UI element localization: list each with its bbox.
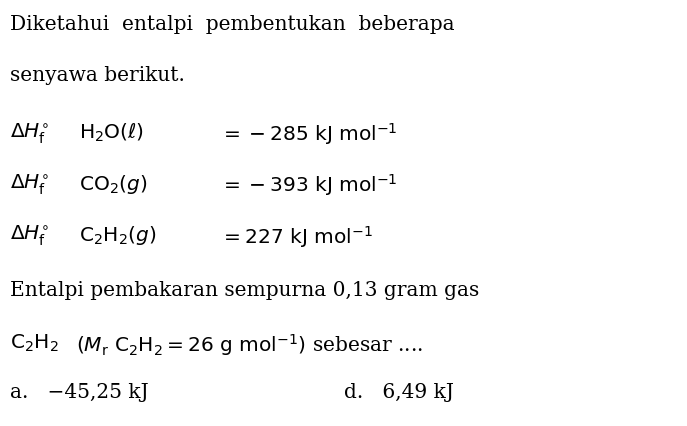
Text: $\mathrm{C_2H_2(}g\mathrm{)}$: $\mathrm{C_2H_2(}g\mathrm{)}$ — [79, 224, 157, 247]
Text: $= 227\ \mathrm{kJ\ mol^{-1}}$: $= 227\ \mathrm{kJ\ mol^{-1}}$ — [220, 224, 373, 250]
Text: $\mathrm{C_2H_2}$: $\mathrm{C_2H_2}$ — [10, 332, 59, 354]
Text: Diketahui  entalpi  pembentukan  beberapa: Diketahui entalpi pembentukan beberapa — [10, 15, 455, 34]
Text: Entalpi pembakaran sempurna 0,13 gram gas: Entalpi pembakaran sempurna 0,13 gram ga… — [10, 281, 480, 300]
Text: $\Delta H_{\mathrm{f}}^{\circ}$: $\Delta H_{\mathrm{f}}^{\circ}$ — [10, 121, 49, 146]
Text: a.   −45,25 kJ: a. −45,25 kJ — [10, 383, 149, 403]
Text: $(M_{\mathrm{r}}\ \mathrm{C_2H_2} = 26\ \mathrm{g\ mol^{-1}})$ sebesar ....: $(M_{\mathrm{r}}\ \mathrm{C_2H_2} = 26\ … — [76, 332, 423, 358]
Text: $= -285\ \mathrm{kJ\ mol^{-1}}$: $= -285\ \mathrm{kJ\ mol^{-1}}$ — [220, 121, 398, 147]
Text: d.   6,49 kJ: d. 6,49 kJ — [344, 383, 453, 403]
Text: $\Delta H_{\mathrm{f}}^{\circ}$: $\Delta H_{\mathrm{f}}^{\circ}$ — [10, 173, 49, 197]
Text: $= -393\ \mathrm{kJ\ mol^{-1}}$: $= -393\ \mathrm{kJ\ mol^{-1}}$ — [220, 173, 398, 199]
Text: $\mathrm{H_2O(}\ell\mathrm{)}$: $\mathrm{H_2O(}\ell\mathrm{)}$ — [79, 121, 144, 144]
Text: $\mathrm{CO_2(}g\mathrm{)}$: $\mathrm{CO_2(}g\mathrm{)}$ — [79, 173, 148, 196]
Text: senyawa berikut.: senyawa berikut. — [10, 66, 185, 85]
Text: $\Delta H_{\mathrm{f}}^{\circ}$: $\Delta H_{\mathrm{f}}^{\circ}$ — [10, 224, 49, 248]
